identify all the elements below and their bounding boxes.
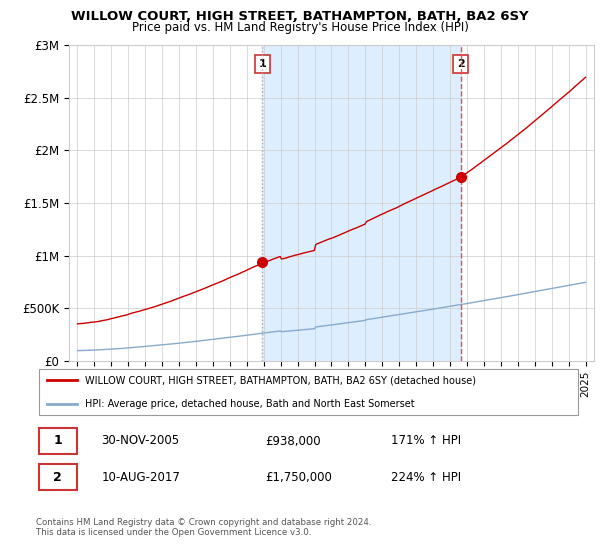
Text: 1: 1: [53, 435, 62, 447]
Text: 1: 1: [259, 59, 266, 69]
Text: Price paid vs. HM Land Registry's House Price Index (HPI): Price paid vs. HM Land Registry's House …: [131, 21, 469, 34]
Text: Contains HM Land Registry data © Crown copyright and database right 2024.
This d: Contains HM Land Registry data © Crown c…: [36, 518, 371, 538]
Text: 171% ↑ HPI: 171% ↑ HPI: [391, 435, 461, 447]
Text: 30-NOV-2005: 30-NOV-2005: [101, 435, 179, 447]
Text: 2: 2: [53, 471, 62, 484]
Text: HPI: Average price, detached house, Bath and North East Somerset: HPI: Average price, detached house, Bath…: [85, 399, 415, 409]
Text: £1,750,000: £1,750,000: [265, 471, 332, 484]
Text: £938,000: £938,000: [265, 435, 321, 447]
FancyBboxPatch shape: [39, 464, 77, 491]
Text: 2: 2: [457, 59, 464, 69]
Text: 10-AUG-2017: 10-AUG-2017: [101, 471, 181, 484]
FancyBboxPatch shape: [39, 370, 578, 414]
Text: WILLOW COURT, HIGH STREET, BATHAMPTON, BATH, BA2 6SY: WILLOW COURT, HIGH STREET, BATHAMPTON, B…: [71, 10, 529, 22]
Text: WILLOW COURT, HIGH STREET, BATHAMPTON, BATH, BA2 6SY (detached house): WILLOW COURT, HIGH STREET, BATHAMPTON, B…: [85, 375, 476, 385]
FancyBboxPatch shape: [39, 428, 77, 454]
Text: 224% ↑ HPI: 224% ↑ HPI: [391, 471, 461, 484]
Bar: [262, 45, 461, 361]
